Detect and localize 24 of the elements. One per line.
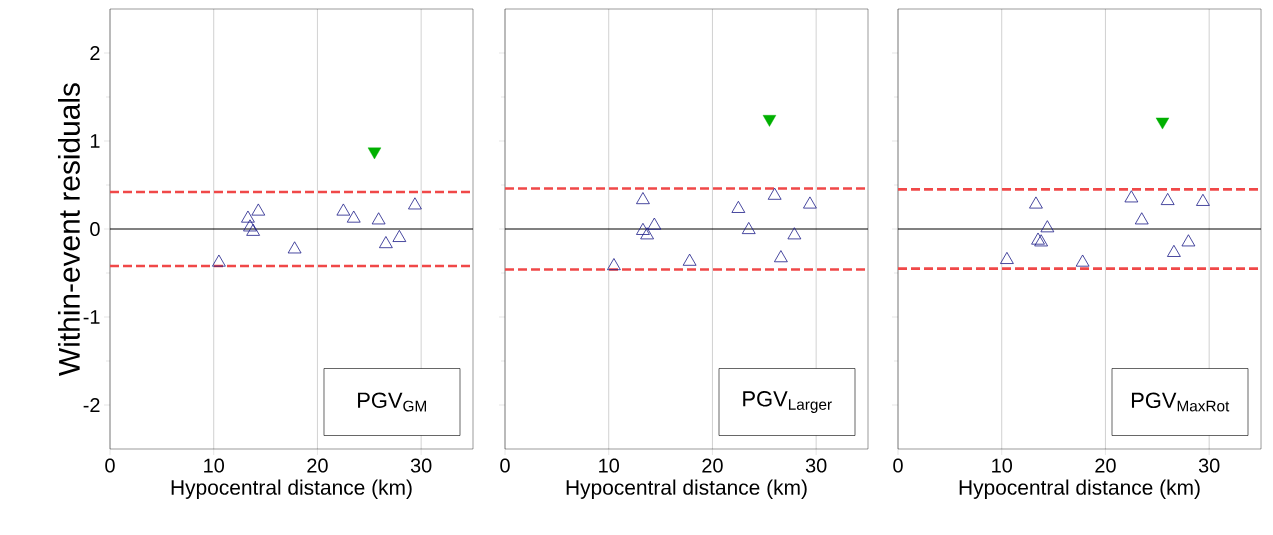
x-tick-label: 10 — [599, 458, 620, 473]
y-tick-label: 2 — [90, 46, 100, 60]
annotation: PGV$_{MaxRot}$ — [1131, 392, 1230, 412]
y-axis-title: Within-event residuals — [57, 83, 80, 376]
annotation: PGV$_{Larger}$ — [743, 391, 832, 413]
y-tick-label: -1 — [83, 310, 100, 324]
x-tick-label: 10 — [204, 458, 225, 473]
y-tick-label: 0 — [90, 221, 100, 237]
x-tick-label: 0 — [105, 458, 115, 473]
x-tick-label: 30 — [1198, 458, 1220, 473]
x-tick-label: 0 — [893, 458, 903, 473]
x-tick-label: 30 — [805, 458, 827, 473]
x-tick-label: 0 — [500, 458, 510, 473]
x-axis-title: Hypocentral distance (km) — [959, 479, 1200, 499]
x-axis-title: Hypocentral distance (km) — [171, 479, 412, 499]
x-tick-label: 20 — [1095, 458, 1116, 473]
x-axis-title: Hypocentral distance (km) — [566, 479, 807, 499]
y-tick-label: 1 — [90, 134, 100, 148]
x-tick-label: 30 — [410, 458, 432, 473]
annotation: PGV$_{GM}$ — [358, 392, 426, 412]
x-tick-label: 10 — [992, 458, 1013, 473]
x-tick-label: 20 — [307, 458, 328, 473]
x-tick-label: 20 — [702, 458, 723, 473]
y-tick-label: -2 — [83, 398, 100, 412]
